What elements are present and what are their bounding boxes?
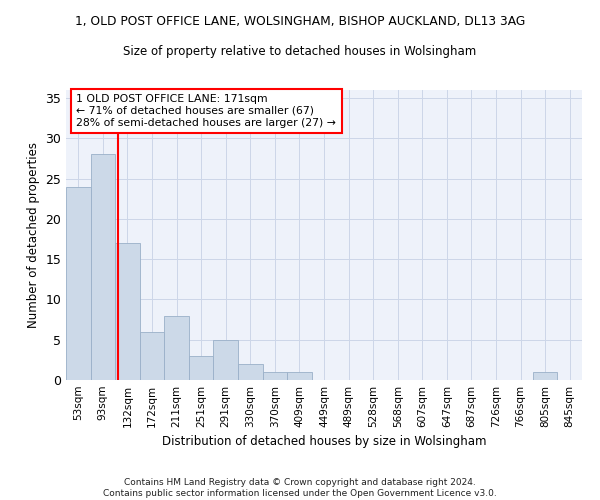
Bar — [115, 243, 140, 380]
Bar — [263, 372, 287, 380]
Text: 1, OLD POST OFFICE LANE, WOLSINGHAM, BISHOP AUCKLAND, DL13 3AG: 1, OLD POST OFFICE LANE, WOLSINGHAM, BIS… — [75, 15, 525, 28]
Text: Contains HM Land Registry data © Crown copyright and database right 2024.
Contai: Contains HM Land Registry data © Crown c… — [103, 478, 497, 498]
Text: Size of property relative to detached houses in Wolsingham: Size of property relative to detached ho… — [124, 45, 476, 58]
X-axis label: Distribution of detached houses by size in Wolsingham: Distribution of detached houses by size … — [162, 436, 486, 448]
Bar — [140, 332, 164, 380]
Bar — [189, 356, 214, 380]
Bar — [287, 372, 312, 380]
Bar — [91, 154, 115, 380]
Bar — [214, 340, 238, 380]
Bar — [164, 316, 189, 380]
Text: 1 OLD POST OFFICE LANE: 171sqm
← 71% of detached houses are smaller (67)
28% of : 1 OLD POST OFFICE LANE: 171sqm ← 71% of … — [76, 94, 336, 128]
Bar — [238, 364, 263, 380]
Bar — [533, 372, 557, 380]
Y-axis label: Number of detached properties: Number of detached properties — [27, 142, 40, 328]
Bar — [66, 186, 91, 380]
